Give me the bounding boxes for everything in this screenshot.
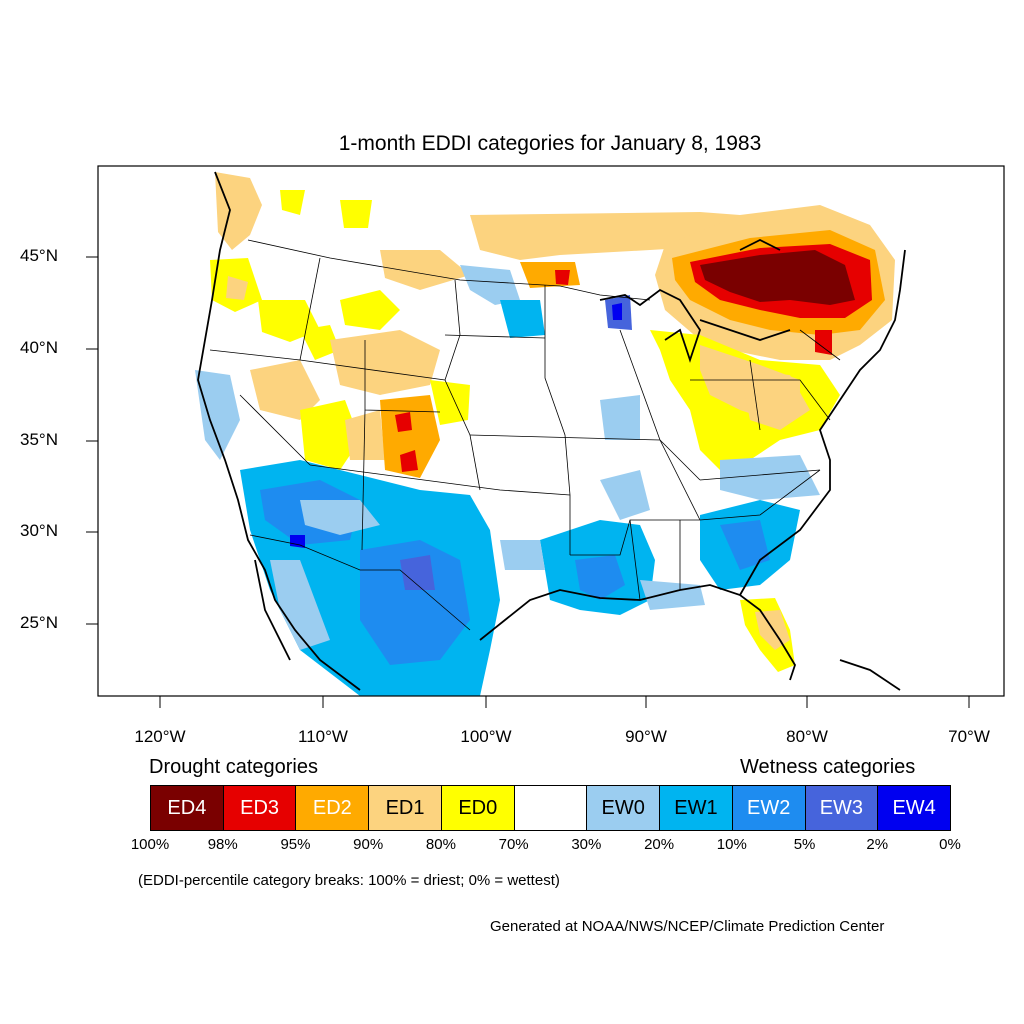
legend-swatch: ED2	[295, 785, 370, 831]
latitude-label: 35°N	[20, 430, 58, 449]
legend-swatch: ED1	[368, 785, 442, 831]
axis-ticks	[86, 256, 970, 708]
legend-swatch	[513, 785, 588, 831]
legend-swatch: ED3	[222, 785, 297, 831]
legend-break-label: 30%	[571, 836, 602, 853]
legend-break-label: 98%	[207, 836, 238, 853]
coastlines	[197, 171, 906, 691]
legend-swatch: EW3	[804, 785, 879, 831]
longitude-label: 80°W	[786, 727, 828, 746]
legend-break-label: 80%	[425, 836, 456, 853]
latitude-label: 45°N	[20, 246, 58, 265]
longitude-label: 70°W	[948, 727, 990, 746]
latitude-label: 25°N	[20, 613, 58, 632]
legend-break-label: 0%	[939, 836, 961, 853]
legend-swatch: EW1	[659, 785, 733, 831]
map-frame	[97, 165, 1005, 697]
legend-break-label: 90%	[353, 836, 384, 853]
credit-line: Generated at NOAA/NWS/NCEP/Climate Predi…	[490, 918, 885, 935]
legend-break-label: 100%	[130, 836, 170, 853]
longitude-label: 120°W	[134, 727, 186, 746]
longitude-label: 90°W	[625, 727, 667, 746]
map-title: 1-month EDDI categories for January 8, 1…	[338, 132, 762, 155]
legend-swatch: ED4	[150, 785, 224, 831]
legend-swatch: ED0	[440, 785, 515, 831]
longitude-label: 100°W	[460, 727, 512, 746]
wetness-legend-title: Wetness categories	[740, 756, 916, 778]
latitude-label: 30°N	[20, 521, 58, 540]
longitude-label: 110°W	[298, 727, 348, 746]
legend-swatch: EW2	[731, 785, 806, 831]
map-field	[98, 166, 1004, 696]
legend-break-label: 2%	[866, 836, 889, 853]
drought-legend-title: Drought categories	[149, 756, 318, 778]
legend-swatch: EW0	[586, 785, 661, 831]
legend-break-label: 70%	[498, 836, 529, 853]
percentile-note: (EDDI-percentile category breaks: 100% =…	[138, 872, 560, 889]
latitude-label: 40°N	[20, 338, 58, 357]
legend-swatch: EW4	[877, 785, 951, 831]
legend-break-label: 20%	[644, 836, 675, 853]
legend-break-label: 10%	[716, 836, 747, 853]
legend-break-label: 95%	[280, 836, 311, 853]
legend-break-label: 5%	[793, 836, 816, 853]
state-boundaries	[209, 239, 841, 631]
